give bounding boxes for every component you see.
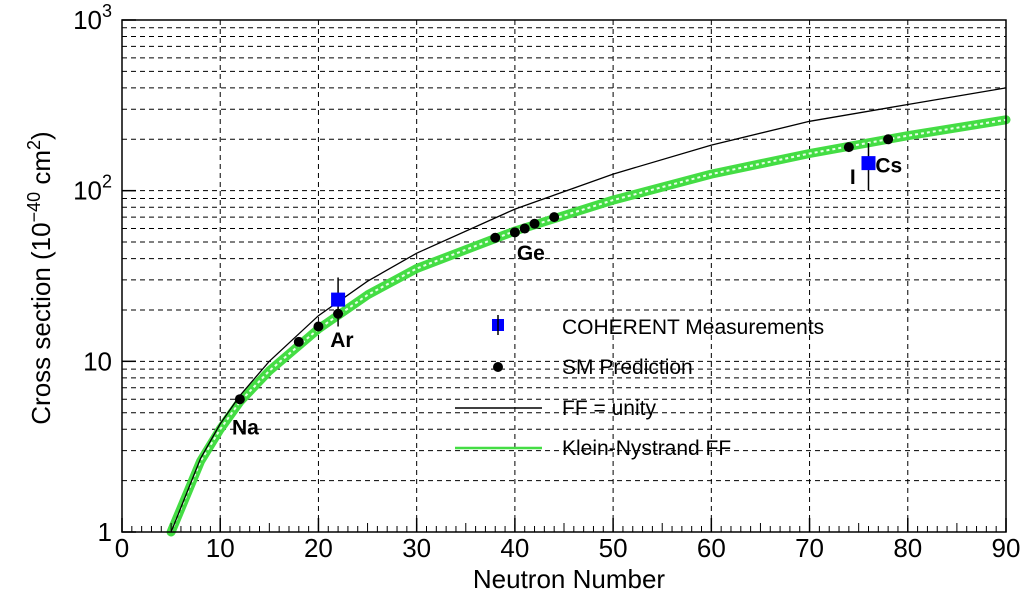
sm-prediction-point (529, 218, 540, 229)
point-labels: Na Ar Ge I Cs (232, 155, 902, 440)
x-tick-label: 30 (402, 533, 431, 563)
y-axis-title-unit-exponent: 2 (24, 140, 44, 150)
x-tick-label: 10 (206, 533, 235, 563)
y-axis-title: Cross section (10−40 cm2) (24, 131, 56, 424)
axis-ticks: 0 10 20 30 40 50 60 70 80 90 1 10 102 103 (73, 1, 1020, 563)
element-label: Ge (517, 242, 545, 265)
coherent-measurement-point (331, 292, 346, 307)
sm-prediction-point (519, 223, 530, 234)
legend: COHERENT Measurements SM Prediction FF =… (455, 315, 824, 460)
element-label: Ar (330, 329, 353, 352)
y-tick-label: 103 (73, 1, 112, 35)
y-axis-title-close: ) (26, 131, 56, 140)
series-layer (166, 87, 1011, 537)
sm-prediction-point (234, 394, 245, 405)
legend-label-kn: Klein-Nystrand FF (562, 437, 731, 460)
y-axis-title-exponent: −40 (24, 192, 44, 223)
legend-marker-sm (493, 362, 503, 372)
klein-nystrand-band-texture (170, 118, 1007, 533)
y-tick-label: 10 (83, 346, 112, 376)
x-tick-label: 70 (795, 533, 824, 563)
sm-prediction-point (549, 212, 560, 223)
x-tick-label: 60 (697, 533, 726, 563)
sm-prediction-point (490, 232, 501, 243)
legend-label-coherent: COHERENT Measurements (562, 316, 824, 339)
y-axis-title-main: Cross section (10 (26, 222, 56, 424)
legend-label-unity: FF = unity (562, 397, 656, 420)
x-tick-label: 80 (893, 533, 922, 563)
x-tick-label: 20 (304, 533, 333, 563)
sm-prediction-point (313, 321, 324, 332)
y-tick-label: 1 (98, 517, 112, 547)
y-tick-label: 102 (73, 172, 112, 206)
element-label: I (850, 166, 856, 189)
sm-prediction-point (843, 142, 854, 153)
coherent-measurement-point (861, 156, 876, 171)
legend-label-sm: SM Prediction (562, 356, 693, 379)
sm-prediction-point (293, 336, 304, 347)
x-tick-label: 40 (500, 533, 529, 563)
x-tick-label: 50 (599, 533, 628, 563)
ff-unity-line (170, 87, 1007, 533)
x-axis-title: Neutron Number (473, 564, 666, 594)
element-label: Cs (875, 155, 902, 178)
sm-prediction-point (509, 227, 520, 238)
y-axis-title-unit: cm (26, 150, 56, 192)
sm-prediction-point (883, 134, 894, 145)
element-label: Na (232, 416, 259, 439)
x-tick-label: 0 (115, 533, 129, 563)
x-tick-label: 90 (992, 533, 1021, 563)
